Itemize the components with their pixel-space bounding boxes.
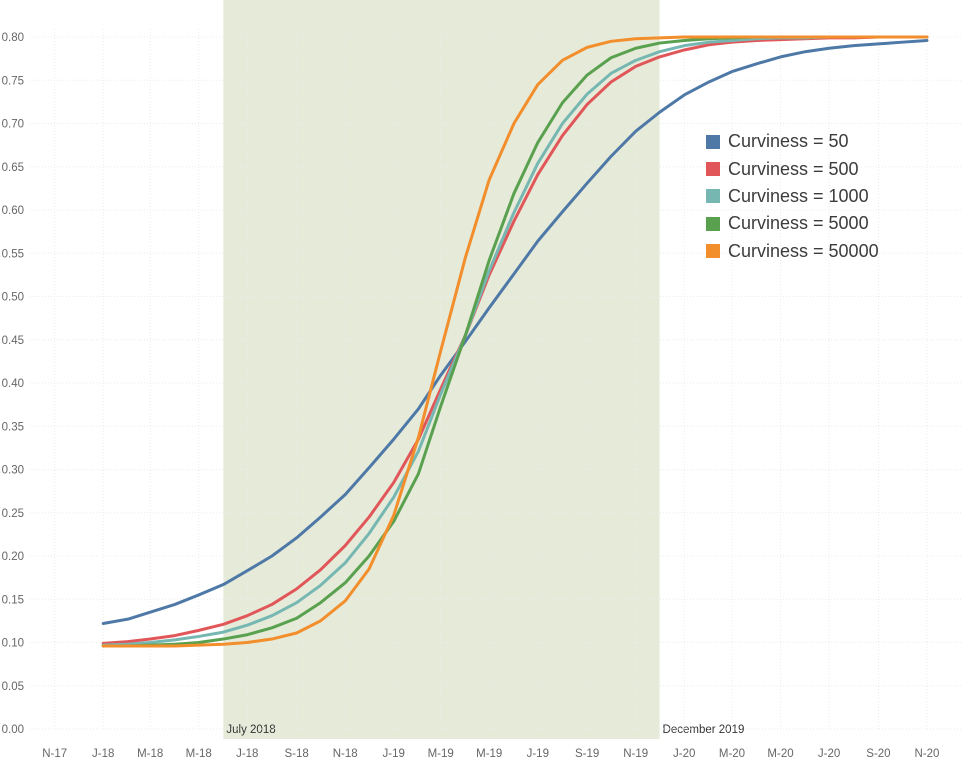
legend-item-curviness-5000[interactable]: Curviness = 5000 xyxy=(706,210,879,237)
legend-item-curviness-1000[interactable]: Curviness = 1000 xyxy=(706,183,879,210)
x-tick-label: N-19 xyxy=(623,748,648,760)
x-tick-label: S-19 xyxy=(575,748,599,760)
x-tick-label: J-19 xyxy=(383,748,405,760)
y-tick-label: 0.45 xyxy=(2,335,24,347)
legend-item-curviness-50000[interactable]: Curviness = 50000 xyxy=(706,238,879,265)
legend-swatch xyxy=(706,189,720,204)
x-tick-label: S-20 xyxy=(866,748,890,760)
x-tick-label: M-20 xyxy=(719,748,745,760)
legend-swatch xyxy=(706,244,720,259)
band-end-label: December 2019 xyxy=(663,724,745,736)
legend-label: Curviness = 50 xyxy=(728,131,849,152)
series-line-5[interactable] xyxy=(101,35,929,648)
y-tick-label: 0.05 xyxy=(2,681,24,693)
y-tick-label: 0.40 xyxy=(2,378,24,390)
legend-item-curviness-50[interactable]: Curviness = 50 xyxy=(706,128,879,155)
legend: Curviness = 50 Curviness = 500 Curviness… xyxy=(706,128,879,265)
highlight-band-layer: July 2018 December 2019 xyxy=(223,0,744,739)
legend-swatch xyxy=(706,162,720,177)
y-tick-label: 0.50 xyxy=(2,292,24,304)
x-tick-label: J-20 xyxy=(673,748,695,760)
y-tick-label: 0.30 xyxy=(2,465,24,477)
y-tick-label: 0.55 xyxy=(2,248,24,260)
y-tick-label: 0.75 xyxy=(2,75,24,87)
x-tick-label: J-19 xyxy=(527,748,549,760)
y-tick-label: 0.65 xyxy=(2,162,24,174)
legend-label: Curviness = 50000 xyxy=(728,240,879,261)
x-tick-label: M-18 xyxy=(137,748,163,760)
x-tick-label: M-20 xyxy=(767,748,793,760)
x-tick-label: S-18 xyxy=(284,748,308,760)
x-tick-label: M-19 xyxy=(476,748,502,760)
legend-label: Curviness = 500 xyxy=(728,158,859,179)
series-line-1[interactable] xyxy=(101,38,929,625)
y-tick-label: 0.10 xyxy=(2,638,24,650)
x-tick-label: M-18 xyxy=(186,748,212,760)
y-tick-label: 0.80 xyxy=(2,32,24,44)
y-tick-label: 0.20 xyxy=(2,551,24,563)
x-tick-label: J-18 xyxy=(92,748,114,760)
band-start-label: July 2018 xyxy=(226,724,275,736)
x-tick-label: N-20 xyxy=(915,748,940,760)
y-tick-label: 0.35 xyxy=(2,421,24,433)
legend-label: Curviness = 5000 xyxy=(728,213,869,234)
x-tick-label: N-18 xyxy=(333,748,358,760)
y-tick-label: 0.25 xyxy=(2,508,24,520)
y-tick-label: 0.15 xyxy=(2,594,24,606)
legend-item-curviness-500[interactable]: Curviness = 500 xyxy=(706,155,879,182)
x-tick-label: J-18 xyxy=(236,748,258,760)
x-axis: N-17 J-18 M-18 M-18 J-18 S-18 N-18 J-19 M-19 M-19… xyxy=(42,748,939,760)
legend-swatch xyxy=(706,216,720,231)
series-lines xyxy=(101,35,929,648)
legend-swatch xyxy=(706,134,720,149)
x-tick-label: N-17 xyxy=(42,748,67,760)
highlight-band xyxy=(223,0,660,739)
y-axis: 0.00 0.05 0.10 0.15 0.20 0.25 0.30 0.35 0.40 0.45… xyxy=(2,32,24,736)
x-tick-label: J-20 xyxy=(818,748,840,760)
legend-label: Curviness = 1000 xyxy=(728,185,869,206)
y-tick-label: 0.00 xyxy=(2,724,24,736)
x-tick-label: M-19 xyxy=(428,748,454,760)
y-tick-label: 0.60 xyxy=(2,205,24,217)
y-tick-label: 0.70 xyxy=(2,119,24,131)
